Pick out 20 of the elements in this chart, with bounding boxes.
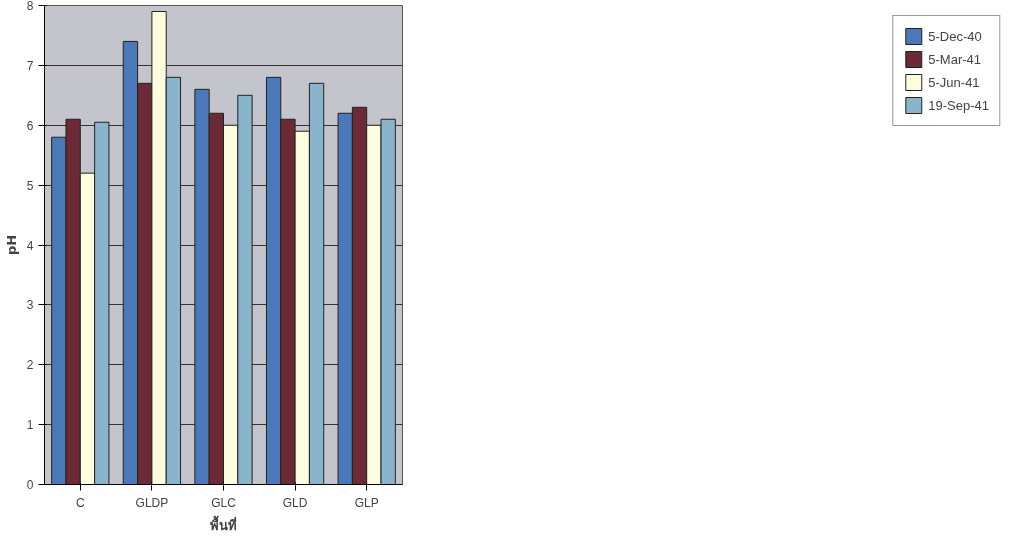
y-tick-label: 4	[26, 238, 34, 253]
y-tick-label: 0	[26, 478, 34, 492]
x-tick-label: GLP	[354, 495, 379, 510]
x-axis-title: พื้นที่	[210, 514, 237, 533]
y-tick-label: 6	[26, 118, 34, 133]
legend-label: 19-Sep-41	[928, 97, 989, 113]
x-tick-label: GLC	[211, 495, 237, 510]
y-tick-label: 2	[26, 358, 34, 373]
y-tick-label: 5	[26, 178, 34, 193]
x-tick-label: C	[75, 495, 85, 510]
x-tick-label: GLDP	[135, 495, 169, 510]
legend-label: 5-Dec-40	[928, 28, 982, 44]
y-tick-label: 3	[26, 298, 34, 313]
y-tick-label: 8	[26, 0, 34, 13]
legend-label: 5-Mar-41	[928, 51, 982, 67]
x-tick-label: GLD	[282, 495, 308, 510]
legend-label: 5-Jun-41	[928, 74, 980, 90]
y-axis-title: pH	[3, 234, 19, 256]
y-tick-label: 1	[26, 418, 34, 433]
y-tick-label: 7	[26, 58, 34, 73]
